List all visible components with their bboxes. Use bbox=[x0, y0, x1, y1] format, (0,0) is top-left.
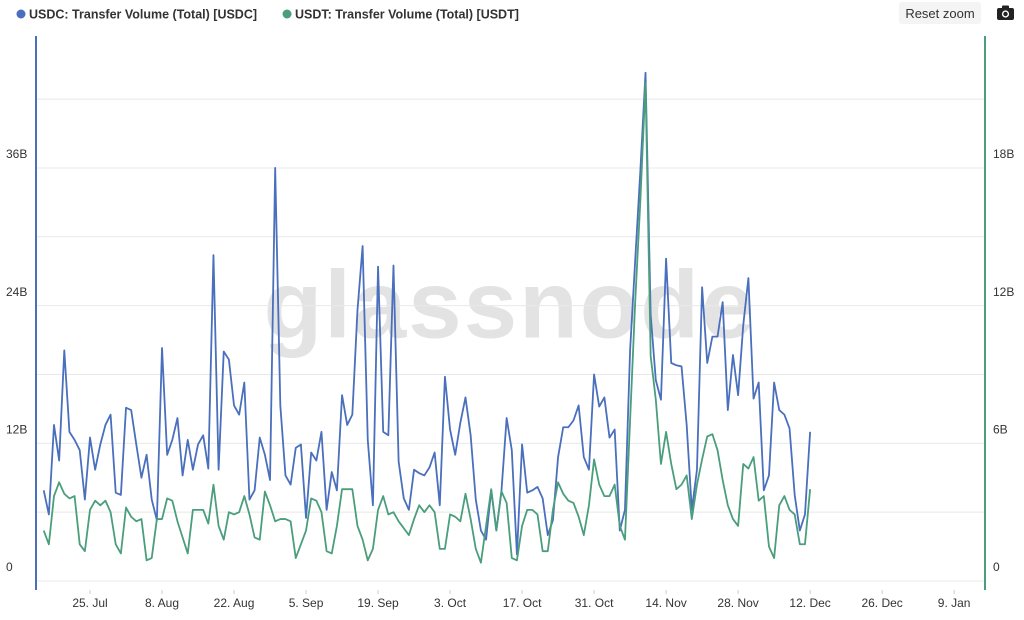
legend-text: USDC: Transfer Volume (Total) [USDC] bbox=[29, 7, 257, 21]
x-tick-label: 22. Aug bbox=[214, 596, 255, 610]
x-tick-label: 8. Aug bbox=[145, 596, 179, 610]
y-tick-label: 36B bbox=[6, 147, 27, 161]
y2-tick-label: 0 bbox=[993, 560, 1000, 574]
x-tick-label: 28. Nov bbox=[717, 596, 758, 610]
y2-tick-label: 18B bbox=[993, 147, 1014, 161]
legend-marker bbox=[282, 9, 292, 19]
y-tick-label: 12B bbox=[6, 422, 27, 436]
x-tick-label: 31. Oct bbox=[575, 596, 614, 610]
series-line bbox=[42, 71, 812, 556]
x-tick-label: 9. Jan bbox=[938, 596, 971, 610]
y-tick-label: 0 bbox=[6, 560, 13, 574]
legend-marker bbox=[16, 9, 26, 19]
x-tick-label: 17. Oct bbox=[503, 596, 542, 610]
y2-tick-label: 12B bbox=[993, 285, 1014, 299]
series-line bbox=[42, 82, 812, 564]
x-tick-label: 19. Sep bbox=[357, 596, 399, 610]
x-tick-label: 26. Dec bbox=[861, 596, 902, 610]
x-tick-label: 3. Oct bbox=[434, 596, 467, 610]
x-tick-label: 5. Sep bbox=[289, 596, 324, 610]
x-tick-label: 14. Nov bbox=[645, 596, 686, 610]
y2-tick-label: 6B bbox=[993, 422, 1008, 436]
reset-zoom-button[interactable]: Reset zoom bbox=[899, 2, 981, 24]
x-tick-label: 12. Dec bbox=[789, 596, 830, 610]
legend-text: USDT: Transfer Volume (Total) [USDT] bbox=[295, 7, 519, 21]
y-tick-label: 24B bbox=[6, 285, 27, 299]
x-tick-label: 25. Jul bbox=[72, 596, 107, 610]
camera-icon[interactable] bbox=[996, 4, 1016, 22]
watermark: glassnode bbox=[264, 251, 757, 358]
